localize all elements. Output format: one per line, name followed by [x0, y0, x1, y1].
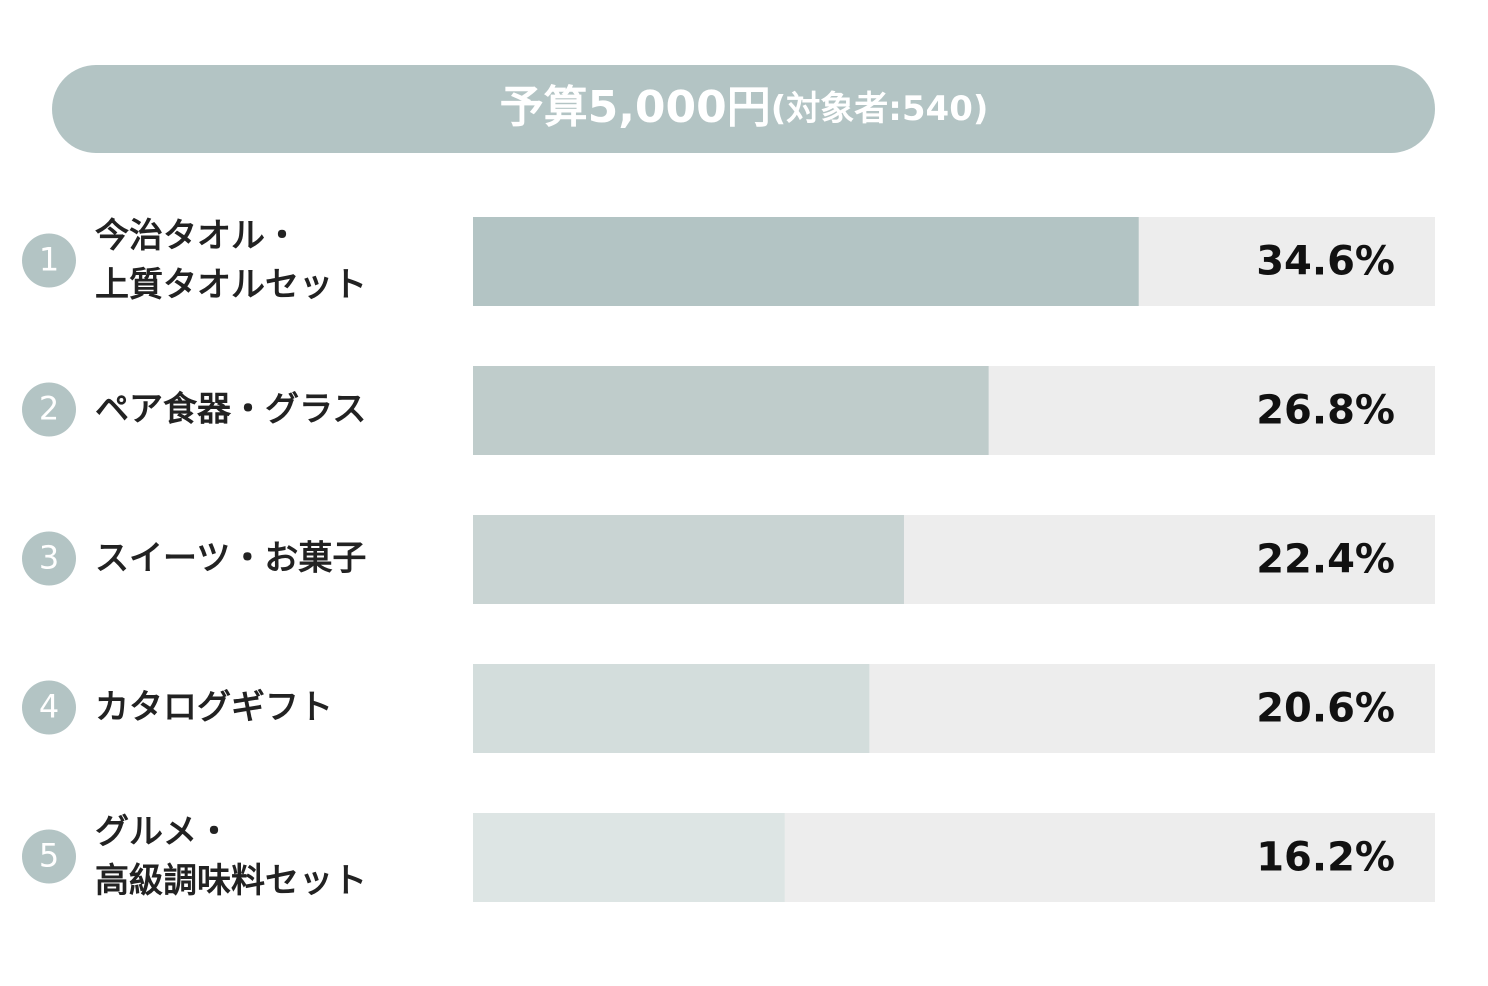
category-line: 上質タオルセット	[95, 265, 367, 305]
value-label: 20.6%	[1256, 686, 1395, 732]
category-label: グルメ・高級調味料セット	[95, 812, 367, 901]
category-label: 今治タオル・上質タオルセット	[95, 216, 367, 305]
category-line: 今治タオル・	[95, 216, 299, 256]
category-line: カタログギフト	[95, 687, 333, 727]
title-group: 予算5,000円(対象者:540)	[500, 82, 989, 133]
rank-number: 4	[39, 688, 59, 726]
chart-title: 予算5,000円	[500, 82, 771, 133]
title-pill	[52, 65, 1435, 153]
category-line: スイーツ・お菓子	[95, 538, 366, 578]
value-label: 22.4%	[1256, 537, 1395, 583]
category-line: 高級調味料セット	[95, 861, 367, 901]
rank-badge	[22, 233, 76, 288]
bar	[473, 813, 785, 902]
category-line: ペア食器・グラス	[95, 389, 366, 429]
category-line: グルメ・	[95, 812, 231, 852]
rank-badge	[22, 680, 76, 735]
category-label: ペア食器・グラス	[95, 389, 366, 429]
value-label: 16.2%	[1256, 835, 1395, 881]
chart-subtitle: (対象者:540)	[771, 89, 989, 129]
bar	[473, 366, 989, 455]
category-label: スイーツ・お菓子	[95, 538, 366, 578]
rank-number: 2	[39, 390, 59, 428]
bar	[473, 515, 904, 604]
bar	[473, 217, 1139, 306]
bar	[473, 664, 870, 753]
rank-badge	[22, 829, 76, 884]
rank-number: 1	[39, 241, 59, 279]
category-label: カタログギフト	[95, 687, 333, 727]
rank-number: 3	[39, 539, 59, 577]
rank-number: 5	[39, 837, 59, 875]
rank-badge	[22, 531, 76, 586]
value-label: 26.8%	[1256, 388, 1395, 434]
value-label: 34.6%	[1256, 239, 1395, 285]
rank-badge	[22, 382, 76, 437]
